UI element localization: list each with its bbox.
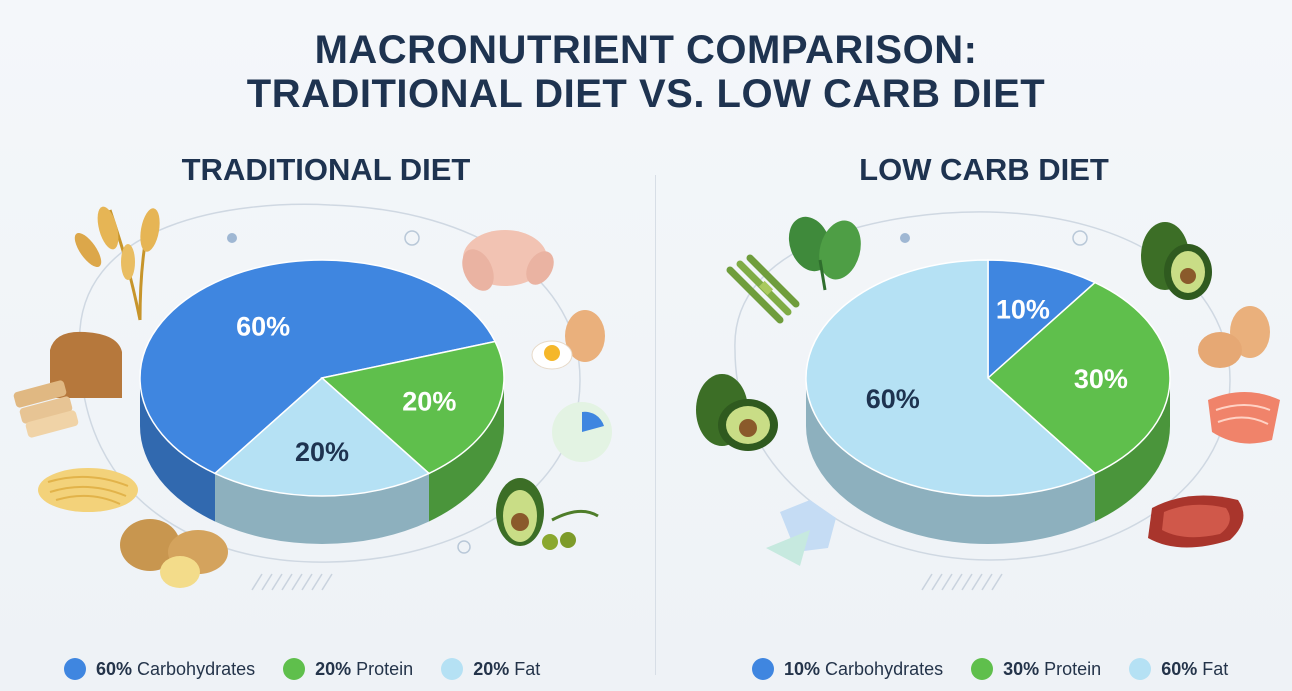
legend-item-fat: 60% Fat [1129, 658, 1228, 680]
traditional-diet-title: TRADITIONAL DIET [181, 152, 471, 187]
legend-label: Protein [1044, 658, 1102, 679]
legend-percent: 60% [96, 658, 133, 679]
legend-item-carbohydrates: 10% Carbohydrates [752, 658, 943, 680]
legend-label: Protein [356, 658, 414, 679]
pie-label-fat: 60% [866, 384, 920, 414]
legend-percent: 30% [1003, 658, 1040, 679]
egg-icon [531, 310, 605, 370]
page-title-line-2: TRADITIONAL DIET VS. LOW CARB DIET [246, 72, 1046, 116]
orbit-dot [457, 540, 471, 554]
traditional-diet-pie-chart: 60% 20% 20% [13, 203, 612, 591]
wheat-icon [74, 206, 160, 321]
orbit-dot [227, 233, 237, 243]
legend-percent: 10% [784, 658, 821, 679]
chicken-icon [462, 230, 554, 291]
legend-dot-carbohydrates [64, 658, 86, 680]
legend-label: Carbohydrates [137, 658, 256, 679]
pie-side-fat [806, 378, 1095, 544]
bread-icon [13, 331, 122, 438]
avocado-icon [696, 374, 778, 451]
hatch-decoration [921, 573, 1003, 591]
orbit-dot [900, 233, 910, 243]
legend-item-fat: 20% Fat [441, 658, 540, 680]
avocado-olive-icon [496, 478, 599, 550]
legend-dot-fat [441, 658, 464, 680]
low-carb-diet-legend: 10% Carbohydrates 30% Protein 60% Fat [752, 658, 1256, 680]
low-carb-diet-title: LOW CARB DIET [859, 152, 1109, 187]
avocado-icon [1141, 222, 1212, 300]
panel-divider [655, 175, 656, 675]
legend-item-protein: 30% Protein [971, 658, 1101, 680]
legend-percent: 20% [315, 658, 352, 679]
legend-label: Fat [514, 658, 541, 679]
pie-slice-protein [986, 281, 1171, 475]
steak-icon [1148, 495, 1244, 548]
pie-side-protein [1094, 378, 1170, 522]
pie-slice-protein [320, 340, 505, 475]
pie-label-carbohydrates: 10% [996, 294, 1050, 324]
pasta-icon [38, 468, 138, 512]
pie-slice-fat [805, 259, 1097, 497]
hatch-decoration [251, 573, 333, 591]
legend-item-carbohydrates: 60% Carbohydrates [64, 658, 255, 680]
geometric-shape-decoration [766, 500, 836, 566]
low-carb-diet-pie-chart: 10% 30% 60% [696, 211, 1280, 591]
legend-label: Carbohydrates [825, 658, 944, 679]
pie-slices [139, 259, 505, 544]
pie-side-carbohydrates [140, 378, 216, 522]
pie-label-protein: 30% [1074, 364, 1128, 394]
page-title-line-1: MACRONUTRIENT COMPARISON: [314, 28, 978, 72]
legend-dot-protein [971, 658, 994, 680]
spinach-icon [788, 216, 861, 291]
legend-percent: 60% [1161, 658, 1198, 679]
legend-dot-protein [283, 658, 306, 680]
orbit-dot [404, 230, 420, 246]
potato-icon [120, 519, 228, 588]
mini-pie-icon [552, 402, 612, 462]
egg-icon [1198, 306, 1270, 368]
pie-label-carbohydrates: 60% [236, 311, 290, 341]
legend-dot-fat [1129, 658, 1152, 680]
legend-label: Fat [1202, 658, 1229, 679]
pie-slices [805, 259, 1171, 544]
orbit-dot [1072, 230, 1088, 246]
pie-side-protein [428, 378, 504, 522]
legend-percent: 20% [473, 658, 510, 679]
legend-dot-carbohydrates [752, 658, 774, 680]
pie-slice-carbohydrates [139, 259, 497, 475]
legend-item-protein: 20% Protein [283, 658, 413, 680]
pie-slice-fat [213, 376, 431, 497]
traditional-diet-legend: 60% Carbohydrates 20% Protein 20% Fat [64, 658, 568, 680]
pie-label-fat: 20% [295, 437, 349, 467]
salmon-icon [1208, 392, 1280, 444]
pie-label-protein: 20% [402, 387, 456, 417]
orbit-ring [734, 211, 1231, 561]
asparagus-icon [726, 254, 800, 324]
pie-slice-carbohydrates [987, 259, 1097, 380]
